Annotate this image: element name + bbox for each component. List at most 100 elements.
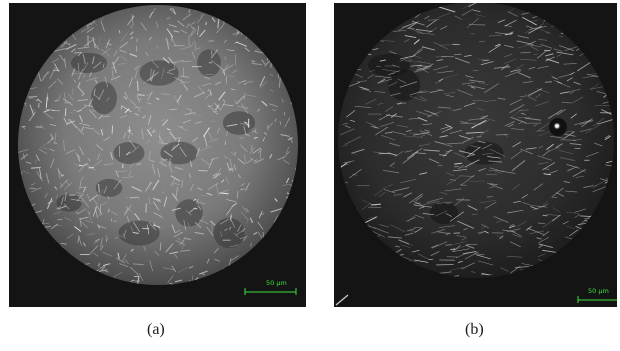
fiber-a <box>270 208 282 213</box>
fiber-a <box>19 81 22 91</box>
fiber-a <box>168 24 177 28</box>
fiber-a <box>74 271 82 274</box>
fiber-a <box>226 49 235 52</box>
fiber-a <box>143 76 152 84</box>
fiber-a <box>147 224 150 235</box>
fiber-b <box>574 208 587 213</box>
fiber-a <box>92 197 98 206</box>
fiber-b <box>535 27 552 34</box>
fiber-a <box>200 145 212 152</box>
fiber-b <box>464 54 472 57</box>
fiber-b <box>439 225 455 228</box>
fiber-a <box>66 25 71 28</box>
fiber-a <box>225 130 229 137</box>
fiber-b <box>471 122 482 129</box>
fiber-a <box>245 219 249 224</box>
fiber-a <box>294 220 298 228</box>
fiber-a <box>102 282 107 285</box>
fiber-a <box>173 77 185 83</box>
fiber-a <box>243 154 247 164</box>
fiber-a <box>130 279 134 283</box>
fiber-a <box>123 132 127 139</box>
fiber-a <box>28 97 34 99</box>
fiber-b <box>569 229 579 237</box>
fiber-b <box>399 58 408 62</box>
fiber-a <box>269 254 276 260</box>
fiber-b <box>445 123 453 129</box>
fiber-b <box>520 112 526 115</box>
fiber-a <box>202 7 206 10</box>
fiber-a <box>119 115 127 118</box>
fiber-a <box>258 211 263 219</box>
fiber-a <box>56 78 64 85</box>
fiber-b <box>402 154 415 164</box>
fiber-b <box>553 9 570 16</box>
fiber-a <box>66 120 76 125</box>
fiber-a <box>223 39 228 44</box>
fiber-a <box>73 163 81 167</box>
fiber-a <box>157 141 169 145</box>
field-of-view-b <box>338 3 614 278</box>
fiber-b <box>390 92 401 96</box>
fiber-a <box>79 180 82 190</box>
fiber-a <box>257 148 263 154</box>
fiber-a <box>136 163 142 165</box>
fiber-a <box>163 267 175 271</box>
fiber-b <box>351 148 365 154</box>
fiber-b <box>593 260 598 264</box>
fiber-b <box>537 222 546 225</box>
fiber-a <box>81 126 85 132</box>
fiber-b <box>396 9 403 13</box>
fiber-b <box>458 150 476 156</box>
fiber-a <box>113 56 120 65</box>
fiber-a <box>122 233 126 239</box>
fiber-a <box>64 108 67 117</box>
fiber-a <box>229 168 234 170</box>
fiber-b <box>431 244 439 248</box>
fiber-b <box>509 98 523 106</box>
fiber-a <box>120 32 128 42</box>
fiber-a <box>153 201 160 211</box>
fiber-b <box>463 136 474 143</box>
fiber-b <box>361 202 372 210</box>
fiber-a <box>23 254 30 257</box>
fiber-a <box>117 62 126 65</box>
fiber-b <box>537 253 546 258</box>
fiber-a <box>35 33 45 41</box>
fiber-a <box>43 279 53 282</box>
fiber-a <box>253 159 258 162</box>
fiber-a <box>226 270 235 276</box>
fiber-b <box>426 197 443 203</box>
fiber-b <box>556 192 565 197</box>
fiber-b <box>430 251 440 257</box>
fiber-a <box>111 75 121 81</box>
fiber-b <box>575 175 585 178</box>
fiber-a <box>226 123 238 127</box>
fiber-b <box>470 86 476 89</box>
fiber-b <box>413 202 421 205</box>
fiber-b <box>437 106 451 109</box>
fiber-b <box>457 220 474 229</box>
fiber-a <box>163 196 168 208</box>
fiber-a <box>173 231 184 238</box>
fiber-b <box>529 272 541 277</box>
fiber-a <box>113 50 118 57</box>
fiber-b <box>405 129 412 133</box>
fiber-a <box>171 193 178 202</box>
fiber-a <box>195 121 202 124</box>
fiber-b <box>403 38 410 43</box>
fiber-a <box>170 178 176 187</box>
fiber-a <box>31 187 42 193</box>
fiber-a <box>124 259 129 265</box>
fiber-a <box>22 238 27 246</box>
fiber-b <box>524 117 542 121</box>
fiber-b <box>398 14 408 18</box>
fiber-b <box>478 140 486 144</box>
fiber-a <box>216 184 220 196</box>
fiber-a <box>74 226 82 232</box>
fiber-a <box>254 13 262 17</box>
fiber-a <box>29 104 35 116</box>
fiber-b <box>341 235 350 238</box>
fiber-b <box>421 46 436 51</box>
fiber-b <box>546 214 561 216</box>
